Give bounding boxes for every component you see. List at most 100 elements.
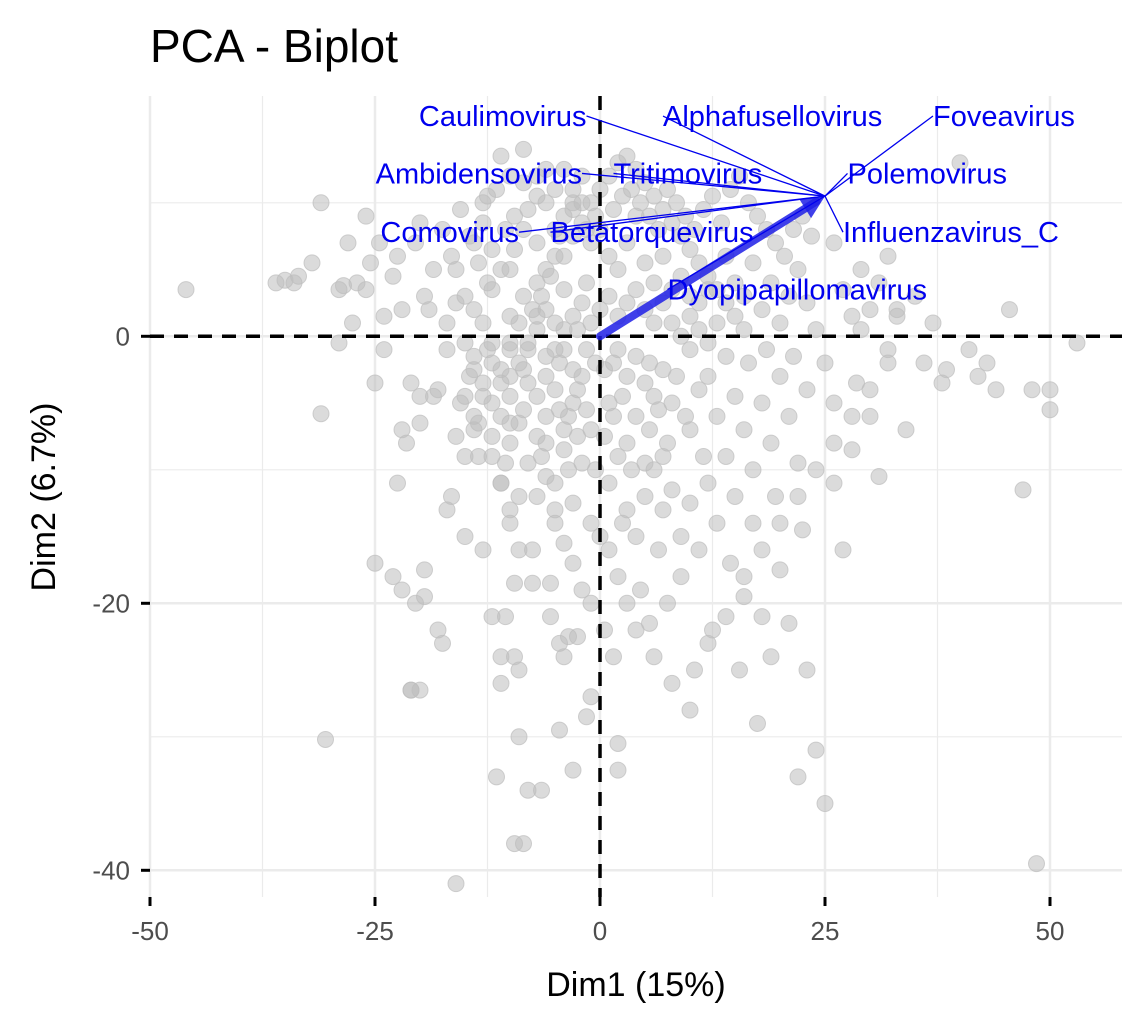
data-point <box>497 221 514 238</box>
data-point <box>501 167 519 185</box>
data-point <box>177 281 195 299</box>
label-leader-line <box>824 195 844 233</box>
data-point <box>456 287 474 305</box>
data-point <box>852 261 870 279</box>
data-point <box>537 434 555 452</box>
data-point <box>641 614 658 632</box>
data-point <box>735 421 753 439</box>
variable-label-influenzavirus_c: Influenzavirus_C <box>843 217 1059 249</box>
data-point <box>569 427 586 445</box>
data-point <box>645 314 663 332</box>
data-point <box>699 634 717 652</box>
data-point <box>623 461 640 479</box>
data-point <box>879 247 897 265</box>
data-point <box>609 568 627 586</box>
data-point <box>465 361 483 379</box>
data-point <box>411 414 429 432</box>
data-point <box>627 347 645 365</box>
data-point <box>717 447 735 465</box>
data-point <box>663 674 681 692</box>
data-point <box>483 427 501 445</box>
data-point <box>375 307 393 325</box>
data-point <box>636 374 654 392</box>
data-point <box>465 421 483 439</box>
data-point <box>564 200 582 218</box>
data-point <box>483 354 501 372</box>
data-point <box>528 488 546 505</box>
data-point <box>1023 381 1041 399</box>
variable-label-caulimovirus: Caulimovirus <box>419 101 587 133</box>
data-point <box>798 661 816 679</box>
data-point <box>339 234 357 252</box>
data-point <box>807 321 825 339</box>
data-point <box>569 628 586 646</box>
data-point <box>690 294 708 312</box>
data-point <box>519 200 537 218</box>
data-point <box>1028 855 1045 873</box>
label-leader-line <box>662 115 826 197</box>
data-point <box>555 648 573 666</box>
data-point <box>686 661 703 679</box>
data-point <box>627 528 645 546</box>
data-point <box>825 234 843 252</box>
data-point <box>402 374 420 392</box>
data-point <box>816 354 834 372</box>
data-point <box>605 200 622 218</box>
data-point <box>492 674 510 692</box>
data-point <box>600 247 618 265</box>
data-point <box>681 341 699 359</box>
data-point <box>609 341 627 359</box>
data-point <box>501 341 519 359</box>
data-point <box>623 180 640 198</box>
data-point <box>551 721 568 739</box>
y-tick-label: -40 <box>92 855 130 885</box>
data-point <box>690 541 708 559</box>
data-point <box>632 581 649 599</box>
data-point <box>843 441 861 459</box>
data-point <box>816 795 834 813</box>
data-point <box>330 334 348 352</box>
variable-labels: Caulimovirus Alphafusellovirus Foveavirus A… <box>376 101 1075 307</box>
data-point <box>645 648 663 666</box>
data-point <box>488 768 505 786</box>
data-point <box>393 581 411 599</box>
data-point <box>731 167 748 185</box>
data-point <box>362 254 379 272</box>
variable-label-polemovirus: Polemovirus <box>848 158 1008 190</box>
data-point <box>582 688 600 706</box>
data-point <box>654 247 672 265</box>
data-point <box>555 281 573 299</box>
data-point <box>735 588 753 606</box>
data-point <box>564 307 582 325</box>
data-point <box>510 541 528 559</box>
data-point <box>789 768 807 786</box>
data-point <box>785 347 802 365</box>
data-point <box>447 875 465 893</box>
data-point <box>771 514 789 532</box>
variable-label-dyopipapillomavirus: Dyopipapillomavirus <box>668 275 928 307</box>
data-point <box>699 474 717 492</box>
data-point <box>744 461 762 479</box>
data-point <box>834 281 852 299</box>
data-point <box>528 234 546 252</box>
data-point <box>843 407 861 425</box>
data-point <box>434 634 451 652</box>
data-point <box>654 501 672 519</box>
data-point <box>605 648 622 666</box>
data-point <box>695 447 712 465</box>
data-point <box>924 314 942 332</box>
data-point <box>681 421 699 439</box>
data-point <box>497 454 514 472</box>
data-point <box>515 401 532 419</box>
data-point <box>726 307 744 325</box>
data-point <box>312 194 330 212</box>
x-tick-label: 0 <box>593 916 607 946</box>
data-point <box>573 367 591 385</box>
data-point <box>645 187 663 205</box>
data-point <box>515 174 532 192</box>
data-point <box>708 407 726 425</box>
data-point <box>938 361 955 379</box>
data-point <box>969 367 987 385</box>
data-point <box>717 294 735 312</box>
data-point <box>807 461 825 479</box>
